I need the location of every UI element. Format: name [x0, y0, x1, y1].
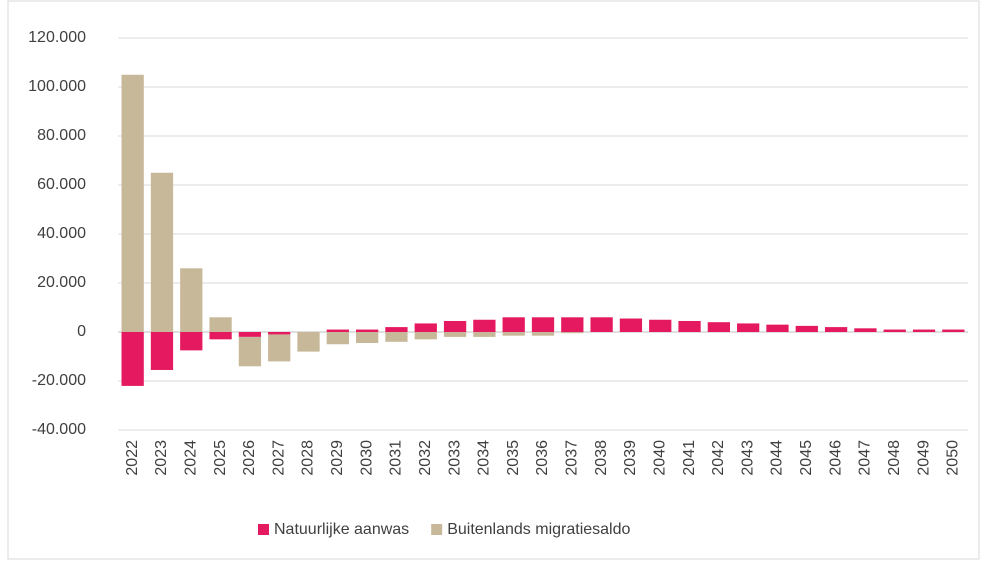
legend-swatch [431, 524, 443, 535]
x-tick-label: 2050 [945, 440, 962, 476]
y-tick-label: 0 [77, 323, 86, 340]
bar [268, 334, 291, 362]
y-tick-label: 100.000 [28, 78, 86, 95]
bar [238, 332, 262, 337]
x-tick-label: 2025 [212, 440, 229, 476]
y-tick-label: 120.000 [28, 29, 86, 46]
bar [356, 332, 379, 344]
bar [209, 332, 232, 340]
bar [180, 268, 203, 332]
x-tick-label: 2024 [182, 440, 199, 476]
bar [502, 317, 525, 332]
bar [385, 332, 408, 342]
x-tick-label: 2022 [124, 440, 141, 476]
bar [531, 332, 555, 336]
bar [737, 323, 760, 332]
bar [414, 323, 437, 332]
x-tick-label: 2029 [329, 440, 346, 476]
bar [121, 74, 144, 332]
bar [854, 328, 877, 332]
bar [473, 319, 496, 332]
bar [356, 329, 379, 332]
bar [707, 322, 730, 332]
legend-label: Buitenlands migratiesaldo [447, 521, 630, 538]
x-tick-label: 2031 [388, 440, 405, 476]
y-tick-label: 80.000 [37, 127, 86, 144]
x-tick-label: 2034 [476, 440, 493, 476]
bar [912, 329, 936, 332]
x-tick-label: 2027 [270, 440, 287, 476]
y-tick-label: -20.000 [32, 372, 86, 389]
legend-label: Natuurlijke aanwas [274, 521, 409, 538]
y-tick-label: 60.000 [37, 176, 86, 193]
bar [766, 324, 789, 332]
y-tick-label: 40.000 [37, 225, 86, 242]
bar [678, 320, 701, 332]
x-tick-label: 2047 [857, 440, 874, 476]
x-tick-label: 2032 [417, 440, 434, 476]
x-tick-label: 2033 [446, 440, 463, 476]
x-tick-label: 2038 [593, 440, 610, 476]
bar [268, 332, 291, 335]
x-tick-label: 2028 [300, 440, 317, 476]
bar [824, 327, 848, 332]
bar [795, 325, 818, 332]
bar [238, 336, 262, 367]
bar [326, 332, 349, 345]
x-tick-label: 2037 [564, 440, 581, 476]
bar [121, 332, 144, 386]
bar [150, 172, 174, 332]
bar [883, 329, 906, 332]
x-tick-label: 2036 [534, 440, 551, 476]
legend-swatch [258, 524, 269, 535]
bar [326, 329, 349, 332]
x-tick-label: 2049 [915, 440, 932, 476]
bar [561, 332, 584, 334]
bar [385, 327, 408, 332]
x-tick-label: 2040 [651, 440, 668, 476]
x-tick-label: 2041 [681, 440, 698, 476]
x-tick-label: 2023 [153, 440, 170, 476]
x-tick-label: 2035 [505, 440, 522, 476]
y-tick-label: 20.000 [37, 274, 86, 291]
bar [619, 318, 643, 332]
x-tick-label: 2046 [827, 440, 844, 476]
bar [531, 317, 555, 332]
y-tick-label: -40.000 [32, 421, 86, 438]
bar [473, 332, 496, 337]
bar [209, 317, 232, 332]
x-tick-label: 2045 [798, 440, 815, 476]
bar [443, 332, 467, 337]
bar [649, 319, 672, 332]
bar [297, 332, 320, 352]
x-tick-label: 2042 [710, 440, 727, 476]
x-tick-label: 2048 [886, 440, 903, 476]
bar [150, 332, 174, 370]
bar [502, 332, 525, 336]
bar [942, 329, 965, 332]
x-tick-label: 2030 [358, 440, 375, 476]
bar [414, 332, 437, 340]
x-tick-label: 2026 [241, 440, 258, 476]
bar [590, 317, 613, 332]
bar [443, 320, 467, 332]
x-tick-label: 2043 [739, 440, 756, 476]
x-tick-label: 2039 [622, 440, 639, 476]
bar [180, 332, 203, 351]
x-tick-label: 2044 [769, 440, 786, 476]
bar [561, 317, 584, 332]
